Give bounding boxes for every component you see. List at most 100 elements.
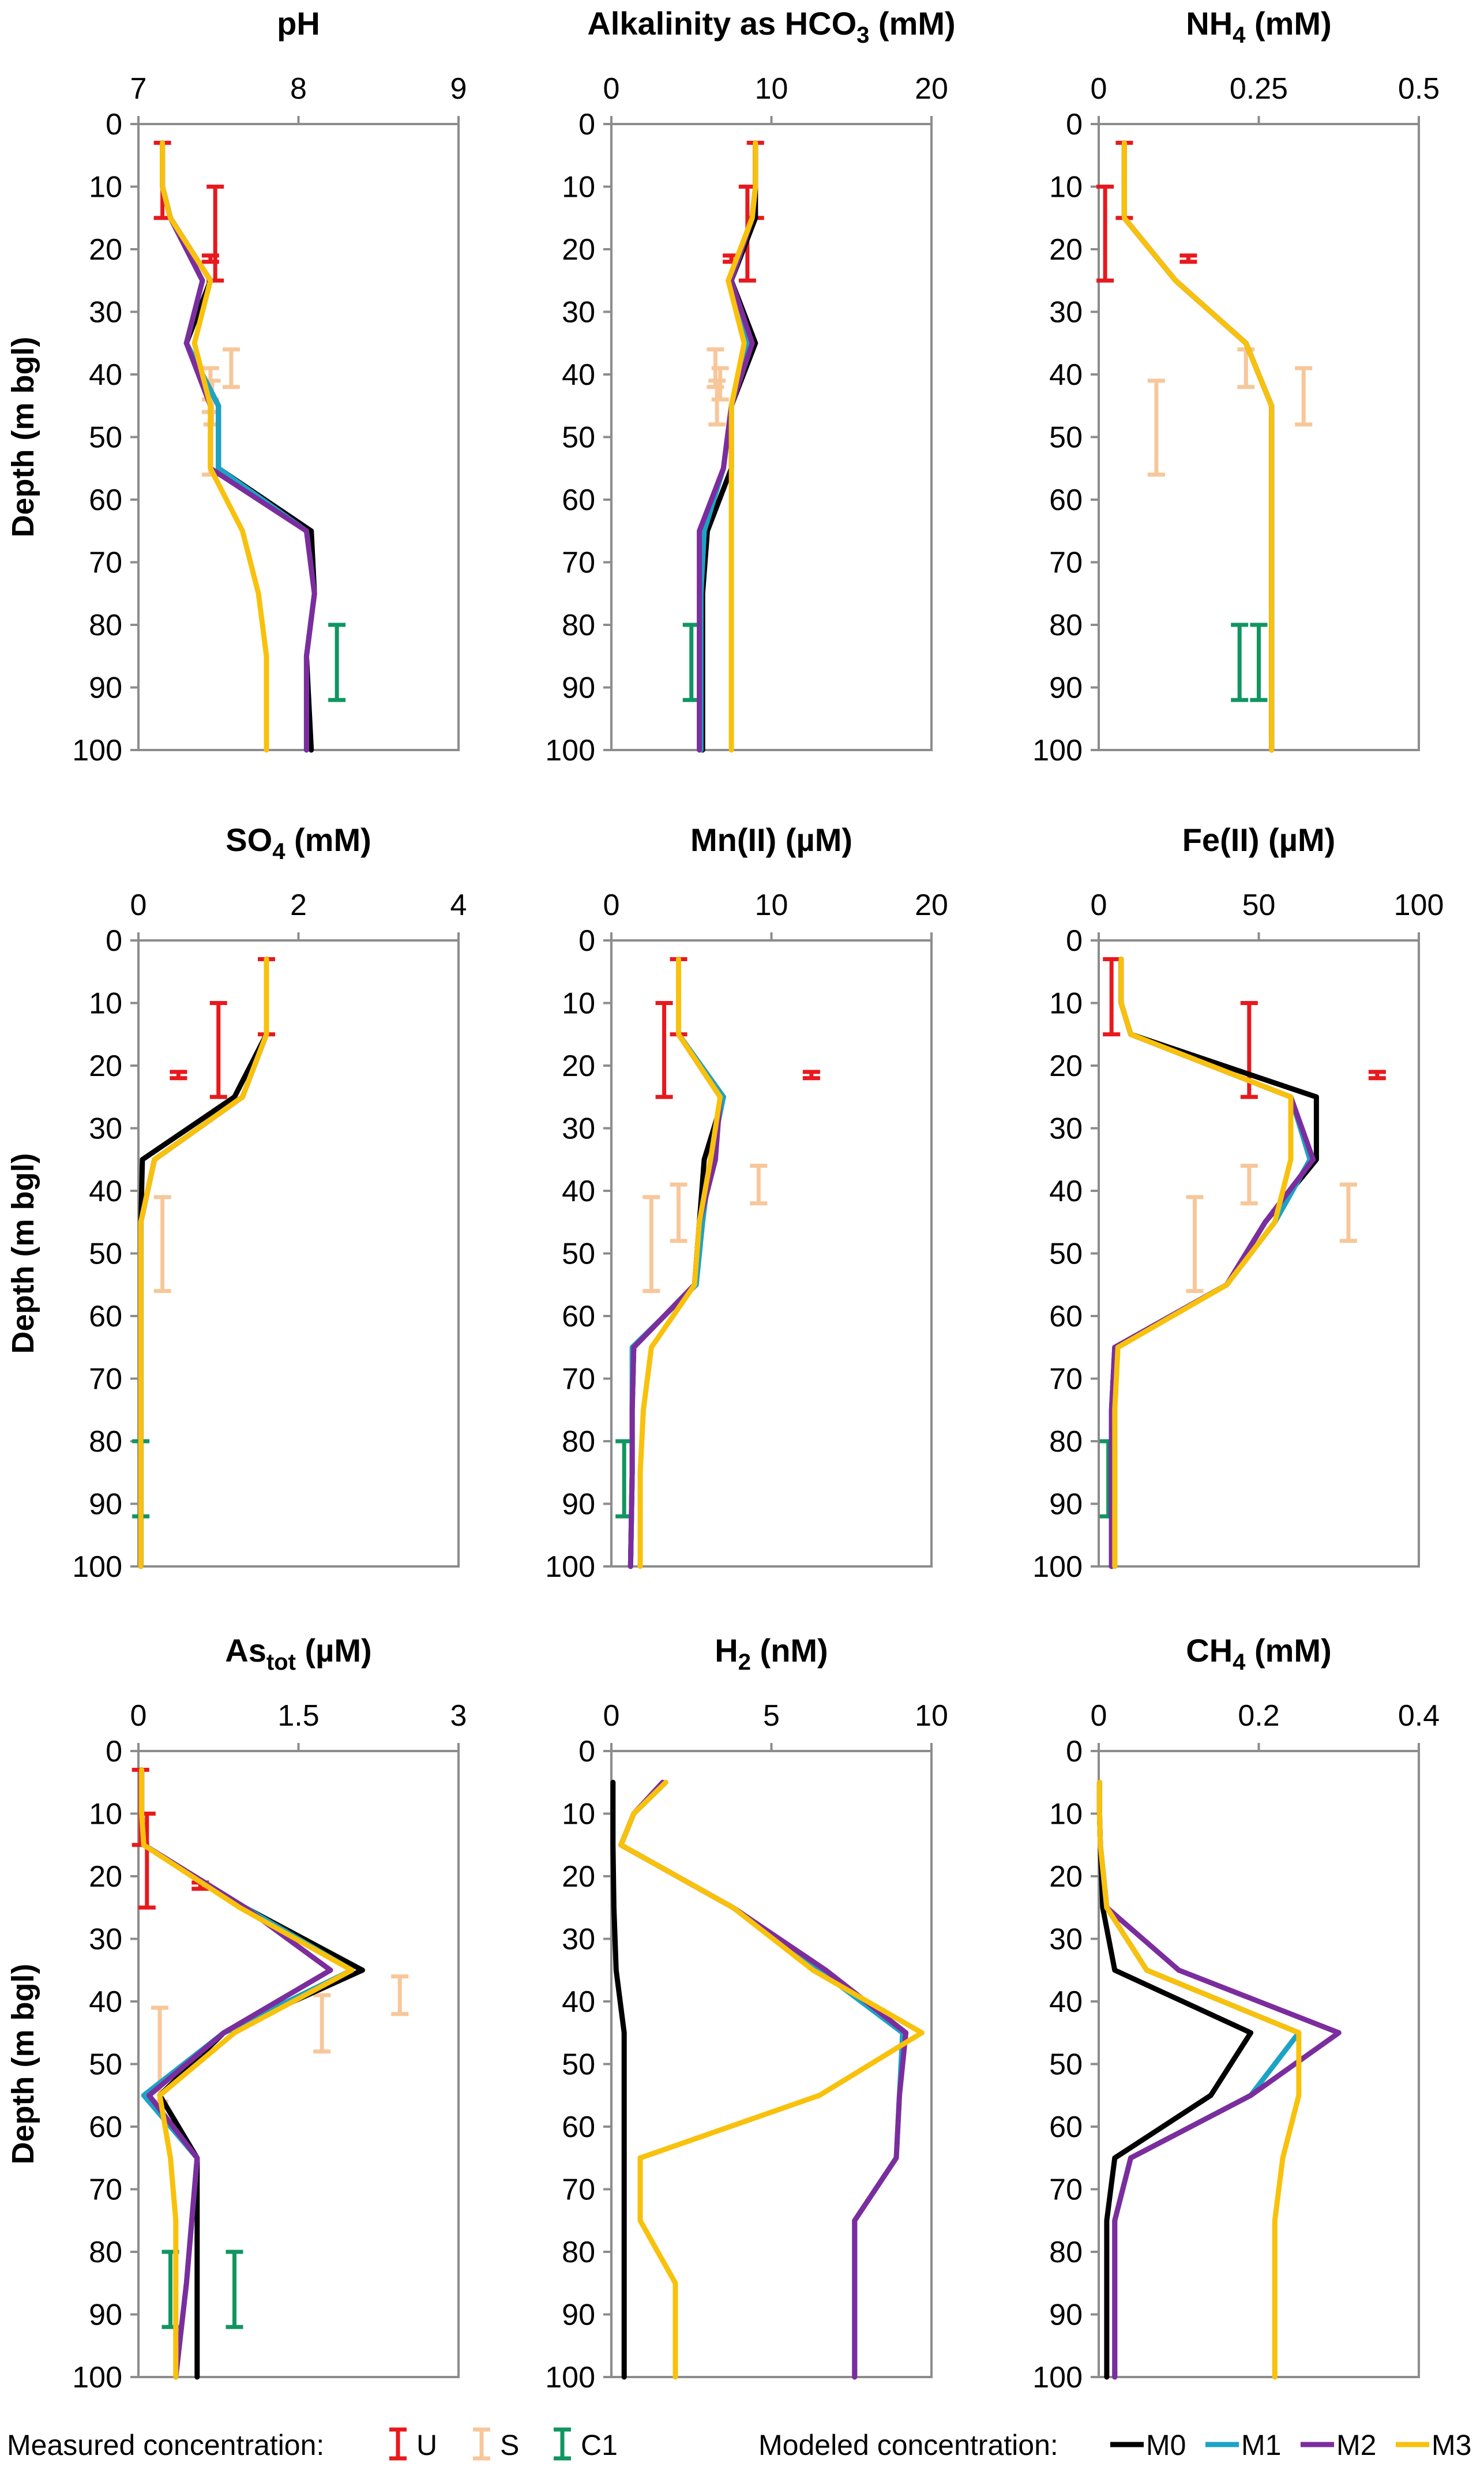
y-tick-label: 40 xyxy=(89,358,122,392)
y-tick-label: 40 xyxy=(562,1985,595,2019)
y-tick-label: 80 xyxy=(89,1425,122,1459)
y-tick-label: 40 xyxy=(1049,1985,1083,2019)
y-tick-label: 90 xyxy=(562,1488,595,1521)
y-tick-label: 50 xyxy=(1049,1238,1083,1271)
series-line-m0 xyxy=(138,957,269,1569)
panel-title: NH4 (mM) xyxy=(1186,5,1331,48)
y-tick-label: 70 xyxy=(89,546,122,580)
plot-frame xyxy=(137,939,460,1568)
y-tick-label: 20 xyxy=(89,1860,122,1894)
measured-S-error-bar xyxy=(222,347,240,389)
y-tick-label: 60 xyxy=(1049,483,1083,517)
y-tick-label: 80 xyxy=(1049,2236,1083,2269)
legend-item-s: S xyxy=(473,2427,519,2461)
measured-S-error-bar xyxy=(711,366,729,402)
plot-frame xyxy=(1098,1750,1420,2378)
measured-C1-error-bar xyxy=(226,2250,243,2329)
y-tick-label: 60 xyxy=(562,2110,595,2144)
y-tick-label: 50 xyxy=(89,1238,122,1271)
x-tick-label: 0.25 xyxy=(1230,72,1288,106)
measured-S-error-bar xyxy=(670,1182,687,1243)
panel-2: Alkalinity as HCO3 (mM) 0 10 20 0 10 20 30 40 50 6… xyxy=(545,5,955,767)
y-tick-label: 80 xyxy=(1049,609,1083,642)
panel-7: Astot (µM)0 1.5 30102030405060708090100Dep… xyxy=(6,1632,467,2394)
y-tick-label: 10 xyxy=(1049,1798,1083,1831)
y-tick-label: 50 xyxy=(1049,421,1083,455)
y-axis-label: Depth (m bgl) xyxy=(6,1964,40,2165)
measured-S-error-bar xyxy=(708,378,726,427)
panel-title: Fe(II) (µM) xyxy=(1182,822,1336,858)
measured-U-error-bar xyxy=(1368,1070,1386,1081)
y-tick-label: 60 xyxy=(89,483,122,517)
y-tick-label: 90 xyxy=(562,672,595,705)
x-tick-label: 0 xyxy=(603,1699,620,1733)
series-line-m0 xyxy=(610,1779,627,2380)
plot-frame xyxy=(137,123,460,751)
panel-title-subscript: 4 xyxy=(1233,23,1246,48)
measured-U-error-bar xyxy=(201,253,219,264)
y-tick-label: 20 xyxy=(1049,1860,1083,1894)
panel-title: SO4 (mM) xyxy=(226,822,371,864)
panel-title-unit: (nM) xyxy=(751,1632,828,1669)
measured-S-error-bar xyxy=(1295,366,1313,427)
measured-U-error-bar xyxy=(802,1070,820,1081)
y-tick-label: 30 xyxy=(562,1923,595,1956)
y-tick-label: 20 xyxy=(1049,1049,1083,1083)
y-tick-label: 10 xyxy=(1049,987,1083,1021)
y-tick-label: 100 xyxy=(72,734,122,767)
measured-S-error-bar xyxy=(643,1195,660,1294)
measured-U-error-bar xyxy=(1103,957,1121,1037)
y-axis-label: Depth (m bgl) xyxy=(6,337,40,538)
panel-title-main: As xyxy=(225,1632,266,1669)
y-tick-label: 60 xyxy=(562,1300,595,1333)
series-line-m2 xyxy=(1121,140,1275,753)
panel-title-main: pH xyxy=(277,5,320,42)
x-tick-label: 10 xyxy=(755,72,788,106)
series-line-m1 xyxy=(1112,957,1313,1569)
panel-title: Alkalinity as HCO3 (mM) xyxy=(587,5,955,48)
panel-title-main: CH xyxy=(1186,1632,1233,1669)
x-tick-label: 0 xyxy=(130,889,147,922)
measured-C1-error-bar xyxy=(1231,623,1249,702)
series-line-m3 xyxy=(1112,957,1294,1569)
series-line-m0 xyxy=(1109,957,1319,1569)
x-tick-label: 0.4 xyxy=(1398,1699,1440,1733)
y-tick-label: 0 xyxy=(578,108,595,141)
measured-U-error-bar xyxy=(1096,185,1114,283)
legend-error-bar-icon xyxy=(473,2427,490,2461)
y-tick-label: 50 xyxy=(1049,2048,1083,2082)
measured-C1-error-bar xyxy=(1250,623,1268,702)
measured-S-error-bar xyxy=(750,1164,768,1206)
measured-S-error-bar xyxy=(391,1974,409,2016)
y-tick-label: 90 xyxy=(1049,2299,1083,2332)
panel-title: Astot (µM) xyxy=(225,1632,371,1675)
series-line-m3 xyxy=(139,1767,355,2380)
y-tick-label: 100 xyxy=(545,734,595,767)
series-line-m1 xyxy=(618,1779,906,2380)
y-tick-label: 30 xyxy=(89,1112,122,1146)
measured-U-error-bar xyxy=(655,1001,673,1099)
y-tick-label: 50 xyxy=(562,2048,595,2082)
series-line-m1 xyxy=(138,957,269,1569)
y-tick-label: 100 xyxy=(1032,1550,1083,1584)
panel-title: CH4 (mM) xyxy=(1186,1632,1331,1675)
x-tick-label: 10 xyxy=(755,889,788,922)
x-tick-label: 1.5 xyxy=(277,1699,319,1733)
legend-measured-label: Measured concentration: xyxy=(7,2429,324,2461)
series-line-m1 xyxy=(628,957,726,1569)
measured-S-error-bar xyxy=(1339,1182,1357,1243)
y-tick-label: 100 xyxy=(545,2361,595,2394)
y-tick-label: 40 xyxy=(1049,358,1083,392)
y-tick-label: 90 xyxy=(89,1488,122,1521)
y-tick-label: 50 xyxy=(89,2048,122,2082)
y-tick-label: 0 xyxy=(106,108,122,141)
y-tick-label: 20 xyxy=(562,233,595,267)
y-tick-label: 80 xyxy=(562,2236,595,2269)
y-tick-label: 10 xyxy=(89,1798,122,1831)
y-tick-label: 90 xyxy=(89,672,122,705)
legend: Measured concentration: U S C1 Modeled conce… xyxy=(7,2427,1471,2461)
panel-title: Mn(II) (µM) xyxy=(690,822,852,858)
series-line-m0 xyxy=(1121,140,1275,753)
series-line-m0 xyxy=(628,957,726,1569)
series-line-m3 xyxy=(1096,1779,1302,2380)
